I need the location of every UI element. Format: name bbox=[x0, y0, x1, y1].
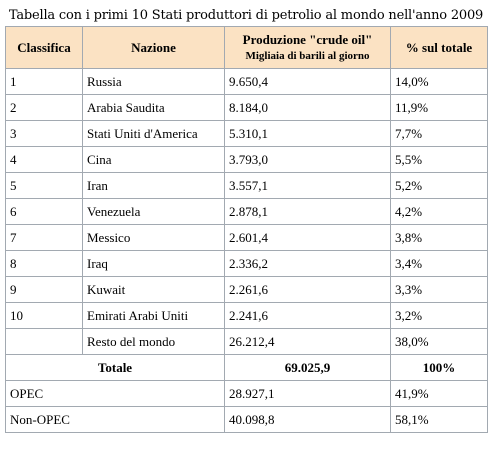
nation-cell: Venezuela bbox=[82, 198, 225, 225]
share-cell: 38,0% bbox=[390, 328, 488, 355]
header-nation: Nazione bbox=[82, 26, 225, 69]
production-cell: 3.557,1 bbox=[224, 172, 391, 199]
oil-table-container: Tabella con i primi 10 Stati produttori … bbox=[5, 6, 488, 433]
nation-cell: Messico bbox=[82, 224, 225, 251]
production-cell: 9.650,4 bbox=[224, 68, 391, 95]
table-row: 1 Russia 9.650,4 14,0% bbox=[5, 68, 488, 95]
nation-cell: Kuwait bbox=[82, 276, 225, 303]
share-cell: 11,9% bbox=[390, 94, 488, 121]
rank-cell: 5 bbox=[5, 172, 83, 199]
total-row: Totale 69.025,9 100% bbox=[5, 354, 488, 381]
table-body: 1 Russia 9.650,4 14,0% 2 Arabia Saudita 8.184,… bbox=[5, 68, 488, 433]
group-share: 41,9% bbox=[390, 380, 488, 407]
share-cell: 3,4% bbox=[390, 250, 488, 277]
table-row: Resto del mondo 26.212,4 38,0% bbox=[5, 328, 488, 355]
nation-cell: Emirati Arabi Uniti bbox=[82, 302, 225, 329]
share-cell: 5,2% bbox=[390, 172, 488, 199]
nation-cell: Iran bbox=[82, 172, 225, 199]
total-share: 100% bbox=[390, 354, 488, 381]
group-row: OPEC 28.927,1 41,9% bbox=[5, 380, 488, 407]
rank-cell: 2 bbox=[5, 94, 83, 121]
group-label: Non-OPEC bbox=[5, 406, 225, 433]
share-cell: 14,0% bbox=[390, 68, 488, 95]
header-rank: Classifica bbox=[5, 26, 83, 69]
table-row: 5 Iran 3.557,1 5,2% bbox=[5, 172, 488, 199]
share-cell: 3,3% bbox=[390, 276, 488, 303]
table-caption: Tabella con i primi 10 Stati produttori … bbox=[8, 8, 484, 23]
header-production-title: Produzione "crude oil" bbox=[242, 31, 373, 47]
rank-cell: 9 bbox=[5, 276, 83, 303]
nation-cell: Stati Uniti d'America bbox=[82, 120, 225, 147]
rank-cell bbox=[5, 328, 83, 355]
production-cell: 8.184,0 bbox=[224, 94, 391, 121]
table-row: 9 Kuwait 2.261,6 3,3% bbox=[5, 276, 488, 303]
rank-cell: 8 bbox=[5, 250, 83, 277]
header-row: Classifica Nazione Produzione "crude oil… bbox=[5, 26, 488, 69]
nation-cell: Resto del mondo bbox=[82, 328, 225, 355]
rank-cell: 4 bbox=[5, 146, 83, 173]
nation-cell: Russia bbox=[82, 68, 225, 95]
production-cell: 2.878,1 bbox=[224, 198, 391, 225]
nation-cell: Arabia Saudita bbox=[82, 94, 225, 121]
table-row: 6 Venezuela 2.878,1 4,2% bbox=[5, 198, 488, 225]
nation-cell: Cina bbox=[82, 146, 225, 173]
group-label: OPEC bbox=[5, 380, 225, 407]
share-cell: 3,2% bbox=[390, 302, 488, 329]
production-cell: 3.793,0 bbox=[224, 146, 391, 173]
share-cell: 4,2% bbox=[390, 198, 488, 225]
table-row: 10 Emirati Arabi Uniti 2.241,6 3,2% bbox=[5, 302, 488, 329]
header-share: % sul totale bbox=[390, 26, 488, 69]
total-production: 69.025,9 bbox=[224, 354, 391, 381]
table-row: 2 Arabia Saudita 8.184,0 11,9% bbox=[5, 94, 488, 121]
rank-cell: 7 bbox=[5, 224, 83, 251]
group-production: 40.098,8 bbox=[224, 406, 391, 433]
rank-cell: 10 bbox=[5, 302, 83, 329]
group-row: Non-OPEC 40.098,8 58,1% bbox=[5, 406, 488, 433]
production-cell: 2.336,2 bbox=[224, 250, 391, 277]
nation-cell: Iraq bbox=[82, 250, 225, 277]
group-share: 58,1% bbox=[390, 406, 488, 433]
header-production-subtitle: Migliaia di barili al giorno bbox=[245, 49, 370, 62]
rank-cell: 3 bbox=[5, 120, 83, 147]
table-row: 8 Iraq 2.336,2 3,4% bbox=[5, 250, 488, 277]
table-row: 4 Cina 3.793,0 5,5% bbox=[5, 146, 488, 173]
group-production: 28.927,1 bbox=[224, 380, 391, 407]
production-cell: 26.212,4 bbox=[224, 328, 391, 355]
share-cell: 7,7% bbox=[390, 120, 488, 147]
rank-cell: 1 bbox=[5, 68, 83, 95]
production-cell: 5.310,1 bbox=[224, 120, 391, 147]
production-cell: 2.241,6 bbox=[224, 302, 391, 329]
oil-production-table: Classifica Nazione Produzione "crude oil… bbox=[5, 26, 488, 433]
production-cell: 2.601,4 bbox=[224, 224, 391, 251]
table-row: 7 Messico 2.601,4 3,8% bbox=[5, 224, 488, 251]
header-production: Produzione "crude oil" Migliaia di baril… bbox=[224, 26, 391, 69]
table-row: 3 Stati Uniti d'America 5.310,1 7,7% bbox=[5, 120, 488, 147]
total-label: Totale bbox=[5, 354, 225, 381]
share-cell: 5,5% bbox=[390, 146, 488, 173]
production-cell: 2.261,6 bbox=[224, 276, 391, 303]
rank-cell: 6 bbox=[5, 198, 83, 225]
share-cell: 3,8% bbox=[390, 224, 488, 251]
